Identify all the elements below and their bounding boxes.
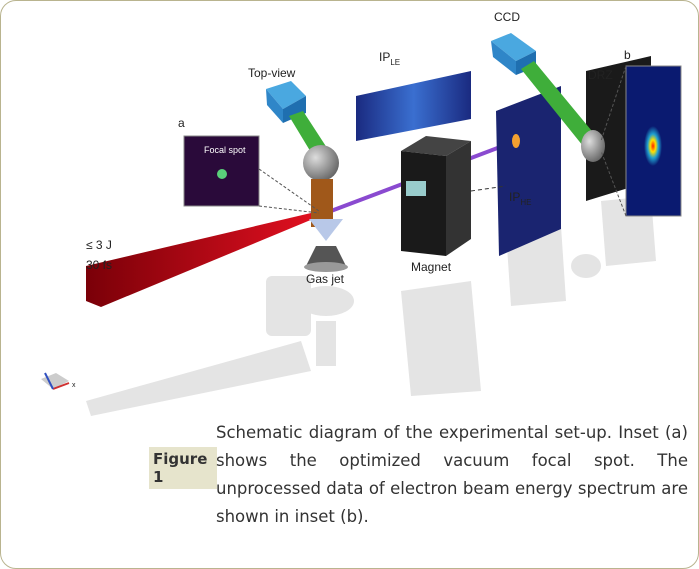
ip-le-label: IPLE [379,50,400,67]
ip-he-spot [512,134,520,148]
energy-label: ≤ 3 J [86,238,112,252]
magnet-label: Magnet [411,260,452,274]
shadows [86,196,656,416]
ip-he-main: IP [509,190,520,204]
ip-le-plate [356,71,471,141]
ip-he-sub: HE [520,198,531,207]
drz-label: DRZ [588,68,613,82]
focal-spot-label: Focal spot [204,145,246,155]
inset-b-label: b [624,48,631,62]
ip-le-main: IP [379,50,390,64]
top-view-camera [266,81,339,227]
diagram: Top-view CCD DRZ b a Focal spot IPLE IPH… [1,1,698,421]
inset-a-label: a [178,116,185,130]
axis-icon [41,373,69,389]
ip-he-plate [496,86,561,256]
duration-label: 30 fs [86,258,112,272]
axis-x-label: x [72,382,76,389]
ip-le-sub: LE [390,58,400,67]
magnet [401,136,471,256]
gas-jet-label: Gas jet [306,272,345,286]
ccd-label: CCD [494,10,520,24]
top-view-label: Top-view [248,66,296,80]
caption-text: Schematic diagram of the experimental se… [216,419,688,531]
figure-frame: Top-view CCD DRZ b a Focal spot IPLE IPH… [0,0,699,569]
caption-label: Figure 1 [149,447,217,489]
gas-jet [304,219,348,272]
